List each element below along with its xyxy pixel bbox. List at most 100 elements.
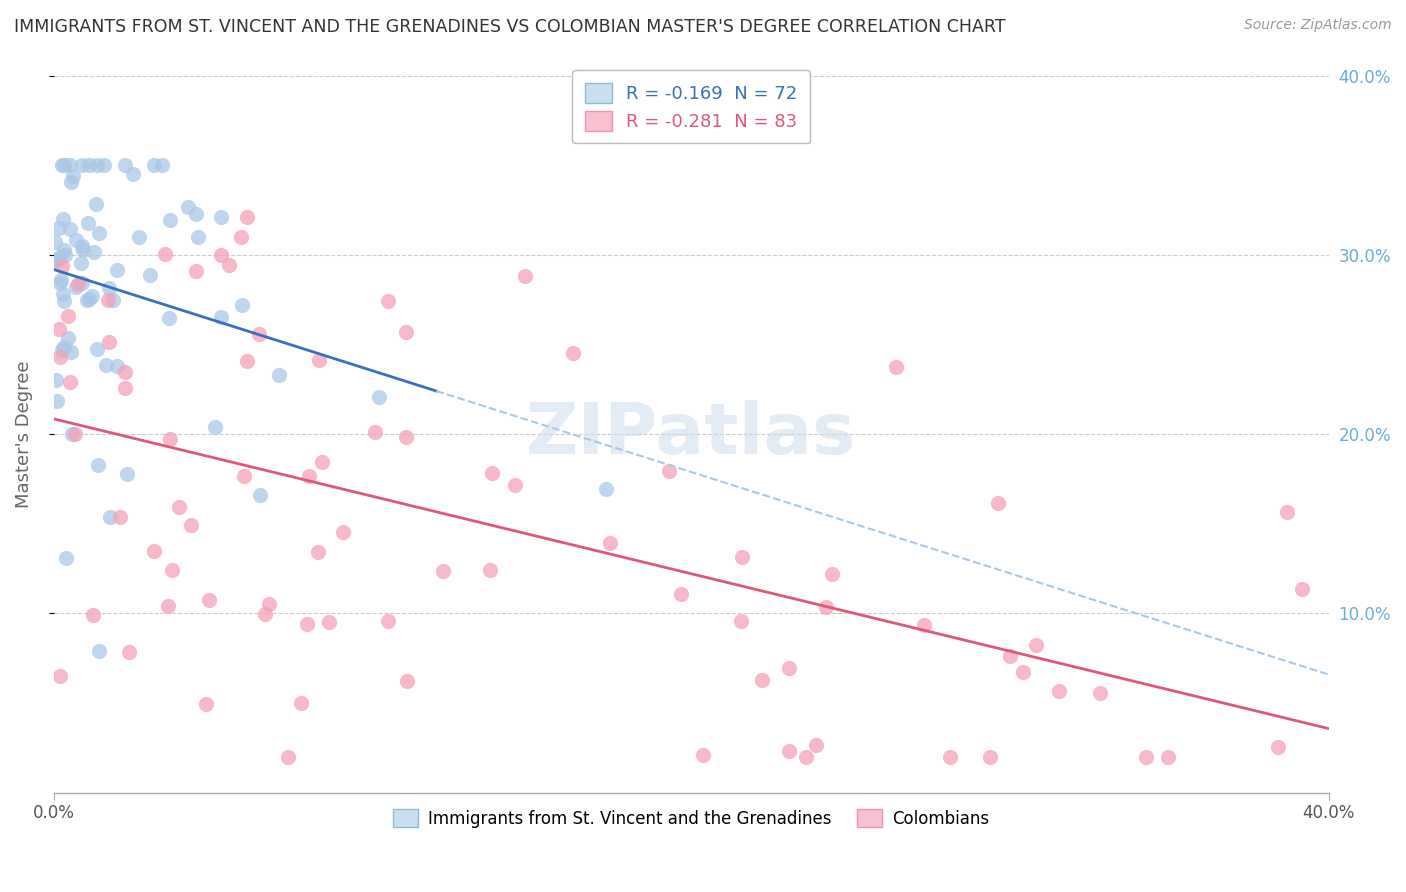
Point <box>1000 649 1022 664</box>
Point <box>1275 505 1298 519</box>
Point <box>82 608 104 623</box>
Point <box>45 393 67 408</box>
Legend: Immigrants from St. Vincent and the Grenadines, Colombians: Immigrants from St. Vincent and the Gren… <box>387 803 995 835</box>
Point <box>938 749 960 764</box>
Point <box>58 375 80 389</box>
Point <box>231 230 253 244</box>
Point <box>44 252 66 266</box>
Point <box>308 353 330 368</box>
Point <box>233 469 256 483</box>
Point <box>44 235 66 249</box>
Point <box>139 268 162 282</box>
Point <box>167 500 190 514</box>
Point <box>481 467 503 481</box>
Point <box>505 478 527 492</box>
Point <box>160 563 183 577</box>
Point <box>66 277 89 291</box>
Point <box>52 158 75 172</box>
Point <box>311 455 333 469</box>
Point <box>562 346 585 360</box>
Point <box>377 294 399 309</box>
Point <box>912 618 935 632</box>
Point <box>48 668 70 682</box>
Point <box>209 310 232 325</box>
Point <box>778 744 800 758</box>
Point <box>159 433 181 447</box>
Point <box>184 207 207 221</box>
Point <box>52 287 75 301</box>
Point <box>150 158 173 172</box>
Point <box>60 175 83 189</box>
Point <box>692 748 714 763</box>
Point <box>48 277 70 291</box>
Point <box>93 158 115 172</box>
Point <box>80 289 103 303</box>
Point <box>55 550 77 565</box>
Point <box>595 482 617 496</box>
Point <box>187 230 209 244</box>
Point <box>267 368 290 383</box>
Point <box>87 458 110 472</box>
Point <box>257 597 280 611</box>
Point <box>70 158 93 172</box>
Point <box>98 334 121 349</box>
Point <box>49 350 72 364</box>
Point <box>1047 684 1070 698</box>
Point <box>87 227 110 241</box>
Text: IMMIGRANTS FROM ST. VINCENT AND THE GRENADINES VS COLOMBIAN MASTER'S DEGREE CORR: IMMIGRANTS FROM ST. VINCENT AND THE GREN… <box>14 18 1005 36</box>
Point <box>45 373 67 387</box>
Point <box>1267 739 1289 754</box>
Point <box>1291 582 1313 597</box>
Point <box>52 294 75 309</box>
Point <box>209 210 232 224</box>
Point <box>59 158 82 172</box>
Point <box>86 343 108 357</box>
Point <box>478 563 501 577</box>
Point <box>395 325 418 339</box>
Text: ZIPatlas: ZIPatlas <box>526 400 856 468</box>
Point <box>108 509 131 524</box>
Point <box>72 243 94 257</box>
Point <box>671 587 693 601</box>
Point <box>806 738 828 752</box>
Text: Source: ZipAtlas.com: Source: ZipAtlas.com <box>1244 18 1392 32</box>
Point <box>987 496 1010 510</box>
Point <box>731 549 754 564</box>
Point <box>70 276 93 290</box>
Point <box>658 464 681 478</box>
Point <box>70 255 93 269</box>
Point <box>77 217 100 231</box>
Point <box>1090 685 1112 699</box>
Point <box>277 749 299 764</box>
Point <box>86 158 108 172</box>
Point <box>1025 638 1047 652</box>
Point <box>128 229 150 244</box>
Point <box>198 592 221 607</box>
Point <box>820 567 842 582</box>
Point <box>65 233 87 247</box>
Point <box>730 615 752 629</box>
Point <box>48 321 70 335</box>
Point <box>364 425 387 439</box>
Point <box>51 343 73 357</box>
Point <box>209 248 232 262</box>
Point <box>377 615 399 629</box>
Point <box>105 263 128 277</box>
Point <box>204 419 226 434</box>
Point <box>395 674 418 689</box>
Point <box>114 365 136 379</box>
Point <box>290 696 312 710</box>
Point <box>318 615 340 629</box>
Point <box>97 281 120 295</box>
Point <box>53 340 76 354</box>
Point <box>884 360 907 375</box>
Point <box>51 259 73 273</box>
Point <box>515 268 537 283</box>
Point <box>114 158 136 172</box>
Point <box>1156 749 1178 764</box>
Point <box>432 564 454 578</box>
Point <box>77 293 100 307</box>
Y-axis label: Master's Degree: Master's Degree <box>15 360 32 508</box>
Point <box>180 517 202 532</box>
Point <box>46 253 69 268</box>
